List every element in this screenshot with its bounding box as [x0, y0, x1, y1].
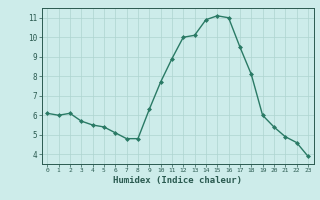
X-axis label: Humidex (Indice chaleur): Humidex (Indice chaleur)	[113, 176, 242, 185]
